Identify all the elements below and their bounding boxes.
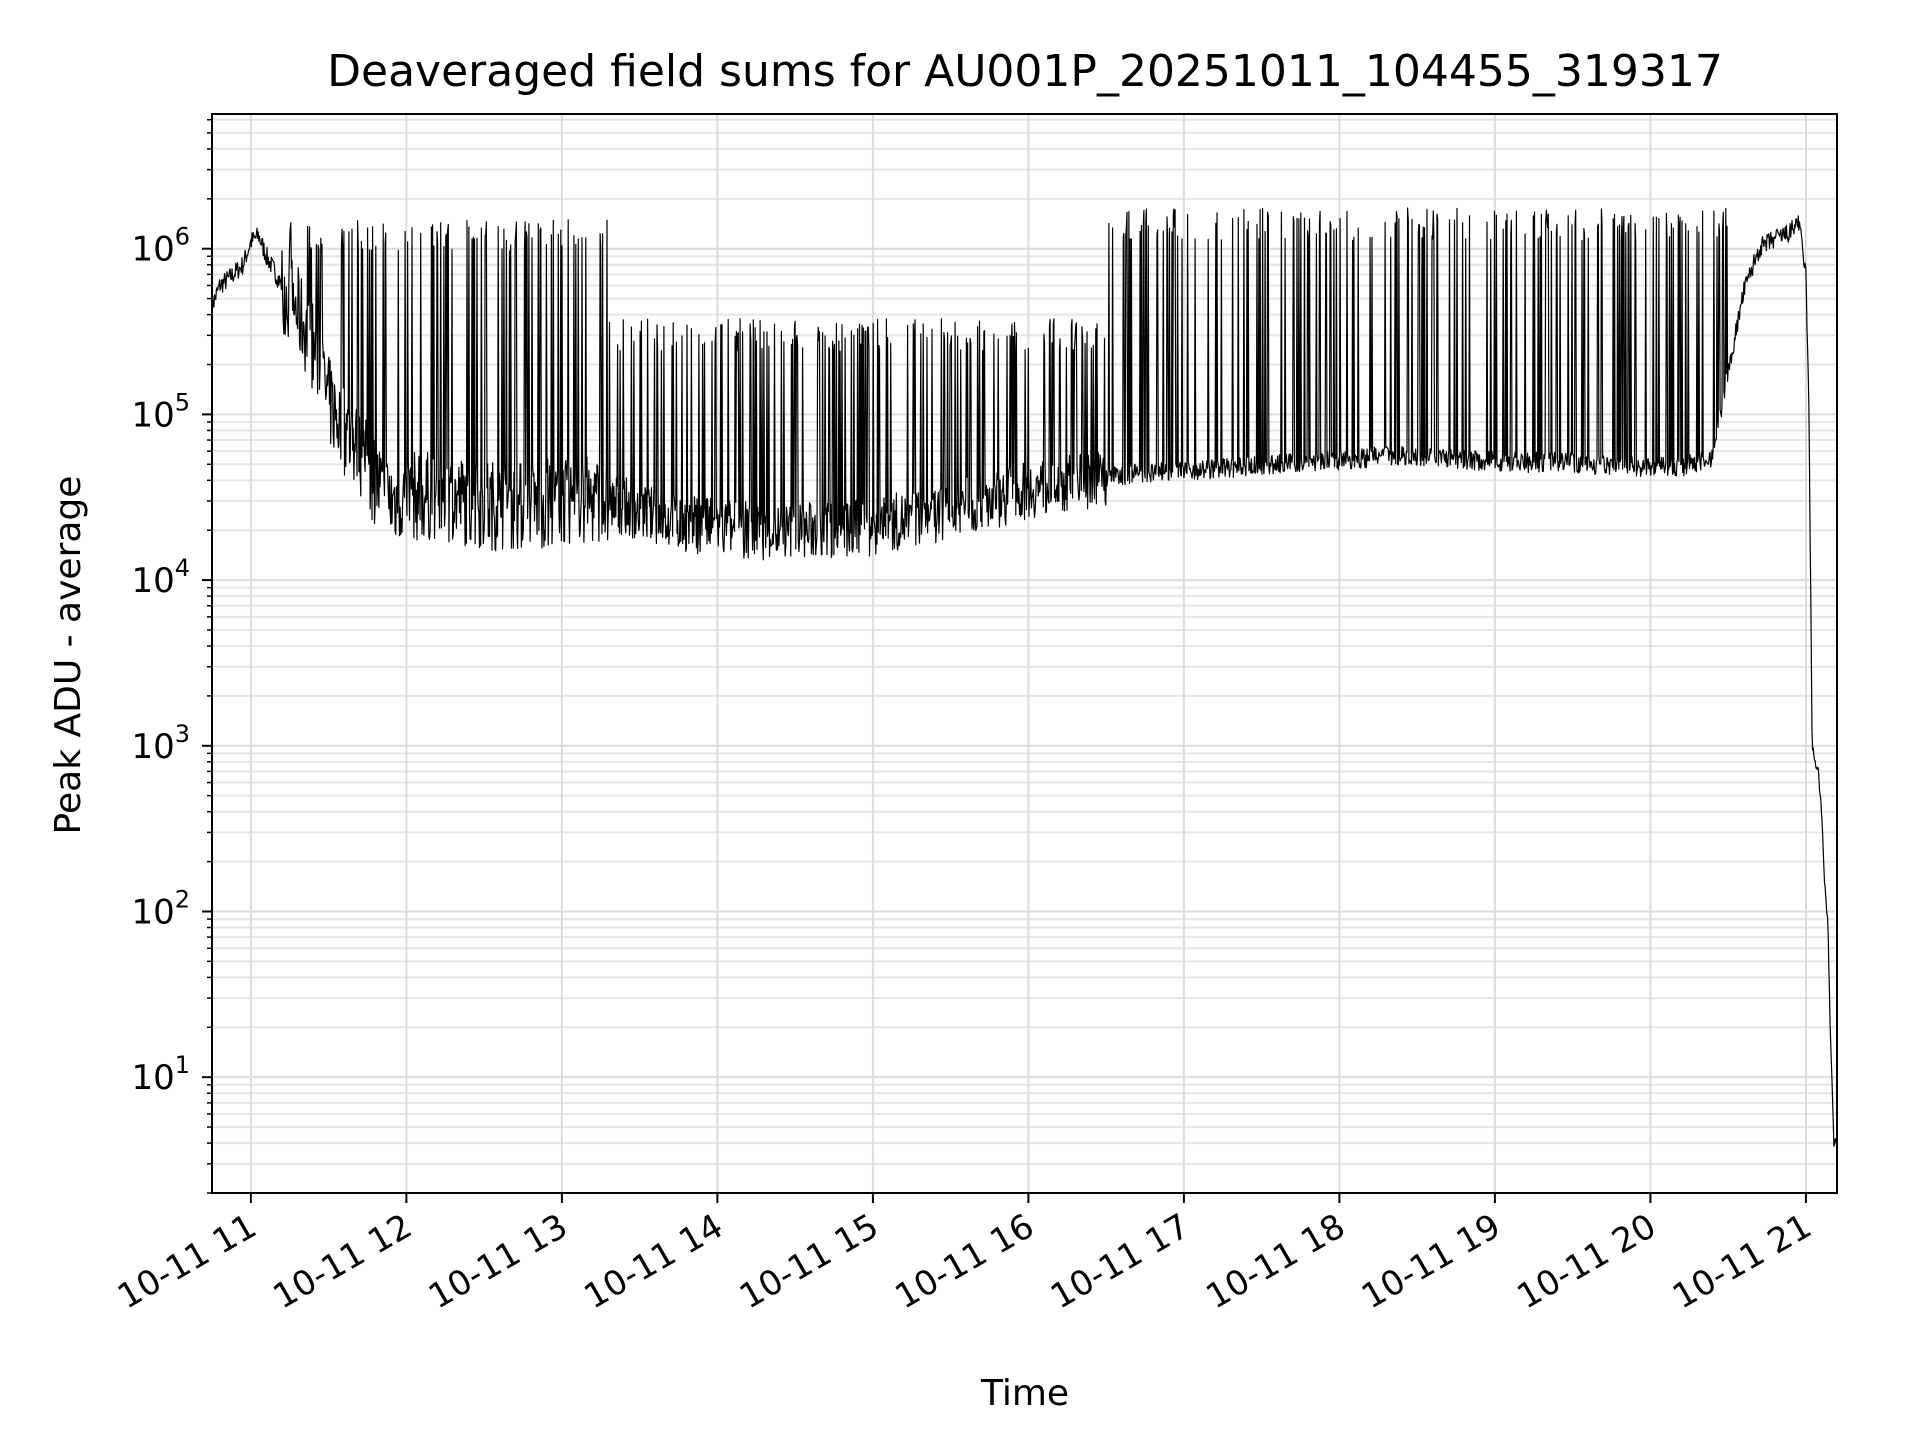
chart-title: Deaveraged field sums for AU001P_2025101… (327, 46, 1723, 97)
y-axis-label: Peak ADU - average (48, 476, 89, 835)
data-series (211, 207, 1838, 1147)
plot-frame (211, 113, 1838, 1194)
data-series-line (211, 207, 1838, 1147)
x-axis-label: Time (980, 1373, 1069, 1414)
grid-lines (212, 114, 1837, 1194)
